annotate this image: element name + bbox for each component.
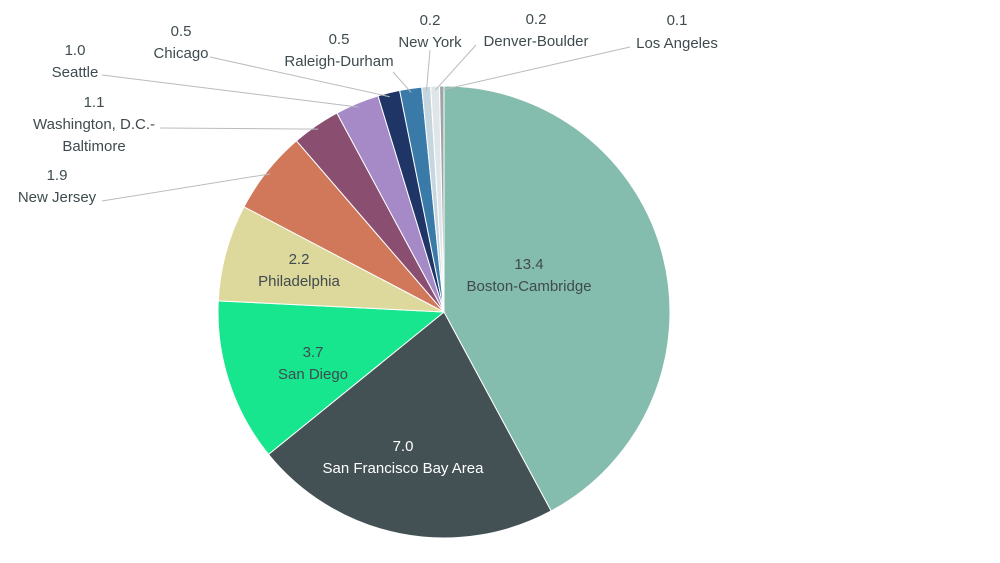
pie-slice-boston-cambridge [443, 85, 671, 512]
data-label-name-raleigh-durham: Raleigh-Durham [284, 53, 393, 70]
leader-line-denver-boulder [434, 44, 477, 91]
data-label-name-san-francisco-bay-area: San Francisco Bay Area [323, 460, 485, 477]
data-label-value-san-francisco-bay-area: 7.0 [393, 438, 414, 455]
pie-slice-san-diego [217, 300, 446, 456]
data-label-value-boston-cambridge: 13.4 [514, 256, 543, 273]
leader-line-new-jersey [101, 173, 271, 202]
slice-labels: 13.4 Boston-Cambridge 7.0 San Francisco Bay… [18, 11, 718, 477]
leader-line-seattle [101, 74, 359, 108]
data-label-name-washington-d-c-baltimore: Washington, D.C.-Baltimore [33, 116, 155, 155]
data-label-value-seattle: 1.0 [65, 42, 86, 59]
data-label-name-chicago: Chicago [153, 45, 208, 62]
data-label-name-new-jersey: New Jersey [18, 189, 97, 206]
leader-lines [101, 44, 631, 202]
leader-line-los-angeles [441, 46, 631, 91]
data-label-name-new-york: New York [398, 34, 462, 51]
data-label-value-los-angeles: 0.1 [667, 12, 688, 29]
pie-slice-san-francisco-bay-area [267, 311, 552, 539]
data-label-value-denver-boulder: 0.2 [526, 11, 547, 28]
leader-line-raleigh-durham [392, 71, 412, 93]
leader-line-new-york [425, 49, 431, 91]
data-label-value-new-york: 0.2 [420, 12, 441, 29]
data-label-name-boston-cambridge: Boston-Cambridge [466, 278, 591, 295]
leader-line-chicago [209, 56, 390, 98]
data-label-value-washington-d-c-baltimore: 1.1 [84, 94, 105, 111]
data-label-value-san-diego: 3.7 [303, 344, 324, 361]
data-label-value-philadelphia: 2.2 [289, 251, 310, 268]
data-label-name-denver-boulder: Denver-Boulder [483, 33, 588, 50]
data-label-name-seattle: Seattle [52, 64, 99, 81]
data-label-name-los-angeles: Los Angeles [636, 35, 718, 52]
data-label-name-san-diego: San Diego [278, 366, 348, 383]
data-label-value-raleigh-durham: 0.5 [329, 31, 350, 48]
data-label-value-chicago: 0.5 [171, 23, 192, 40]
data-label-value-new-jersey: 1.9 [47, 167, 68, 184]
data-label-name-philadelphia: Philadelphia [258, 273, 340, 290]
pie-slices [217, 85, 671, 539]
leader-line-washington-d-c-baltimore [159, 127, 319, 130]
